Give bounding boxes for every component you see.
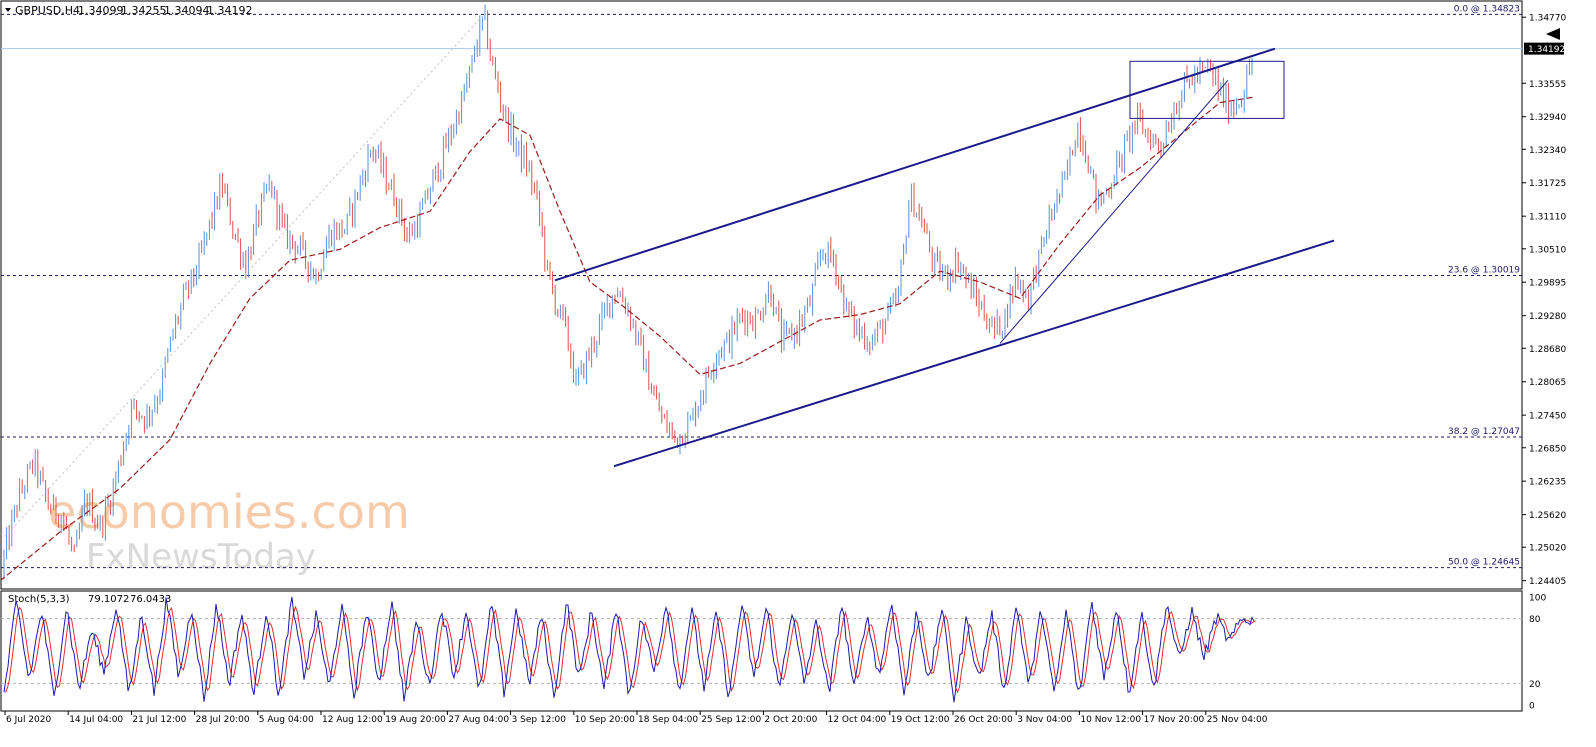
stoch-axis-label: 80 bbox=[1529, 615, 1541, 625]
ohlc-low: 1.34094 bbox=[164, 4, 210, 17]
fib-level-label: 0.0 @ 1.34823 bbox=[1454, 4, 1520, 14]
stoch-pane-frame bbox=[0, 590, 1523, 712]
y-tick-label: 1.28065 bbox=[1529, 378, 1566, 388]
y-tick-label: 1.28680 bbox=[1529, 345, 1566, 355]
stoch-header: Stoch(5,3,3) 79.1072 76.0433 bbox=[8, 594, 171, 605]
trend-line-rising-support[interactable] bbox=[999, 79, 1229, 344]
y-tick-label: 1.24405 bbox=[1529, 577, 1566, 587]
x-tick-label: 12 Aug 12:00 bbox=[322, 715, 383, 725]
fib-level-label: 38.2 @ 1.27047 bbox=[1448, 427, 1520, 437]
fib-level-label: 50.0 @ 1.24645 bbox=[1448, 558, 1520, 568]
stoch-name: Stoch(5,3,3) bbox=[8, 594, 70, 605]
stoch-axis-label: 0 bbox=[1529, 702, 1535, 712]
x-tick-label: 28 Jul 20:00 bbox=[196, 715, 250, 725]
x-tick-label: 19 Oct 12:00 bbox=[891, 715, 950, 725]
y-tick-label: 1.26235 bbox=[1529, 478, 1566, 488]
y-tick-label: 1.25620 bbox=[1529, 511, 1566, 521]
x-tick-label: 17 Nov 20:00 bbox=[1144, 715, 1205, 725]
x-tick-label: 3 Sep 12:00 bbox=[512, 715, 567, 725]
x-tick-label: 10 Sep 20:00 bbox=[575, 715, 635, 725]
y-tick-label: 1.25020 bbox=[1529, 544, 1566, 554]
consolidation-box[interactable] bbox=[1129, 60, 1285, 119]
watermark-line2: FxNewsToday bbox=[86, 537, 316, 577]
y-tick-label: 1.31110 bbox=[1529, 213, 1566, 223]
stoch-k-value: 79.1072 bbox=[88, 594, 129, 605]
stoch-lines bbox=[3, 596, 1256, 703]
trend-line-channel-lower[interactable] bbox=[613, 239, 1335, 468]
stoch-axis-label: 20 bbox=[1529, 680, 1541, 690]
trend-lines[interactable] bbox=[4, 14, 1335, 537]
x-tick-label: 26 Oct 20:00 bbox=[954, 715, 1013, 725]
y-tick-label: 1.26850 bbox=[1529, 444, 1566, 454]
y-tick-label: 1.32340 bbox=[1529, 146, 1566, 156]
time-axis[interactable]: 6 Jul 2020 14 Jul 04:00 21 Jul 12:00 28 Jul… bbox=[4, 711, 1268, 725]
chart-header: GBPUSD,H4 1.34099 1.34255 1.34094 1.3419… bbox=[5, 4, 253, 17]
trend-line-channel-upper[interactable] bbox=[554, 47, 1276, 282]
x-tick-label: 25 Sep 12:00 bbox=[701, 715, 761, 725]
stoch-axis: 100 80 20 0 bbox=[1529, 594, 1546, 712]
watermark: economies.com FxNewsToday bbox=[48, 485, 410, 577]
scroll-left-icon[interactable] bbox=[1546, 28, 1560, 40]
stoch-k-line bbox=[3, 596, 1255, 703]
x-tick-label: 18 Sep 04:00 bbox=[638, 715, 698, 725]
candles bbox=[3, 4, 1253, 579]
current-price-label: 1.34192 bbox=[1528, 45, 1565, 55]
price-axis[interactable]: 1.34770 1.33555 1.32940 1.32340 1.31725 1.311… bbox=[1522, 14, 1566, 587]
x-tick-label: 3 Nov 04:00 bbox=[1017, 715, 1072, 725]
y-tick-label: 1.29280 bbox=[1529, 312, 1566, 322]
current-price-marker bbox=[1524, 42, 1564, 55]
x-tick-label: 25 Nov 04:00 bbox=[1207, 715, 1268, 725]
trend-line-fib-guide[interactable] bbox=[4, 14, 485, 537]
x-tick-label: 10 Nov 12:00 bbox=[1080, 715, 1141, 725]
ohlc-high: 1.34255 bbox=[121, 4, 167, 17]
ohlc-open: 1.34099 bbox=[78, 4, 124, 17]
x-tick-label: 21 Jul 12:00 bbox=[132, 715, 186, 725]
y-tick-label: 1.33555 bbox=[1529, 80, 1566, 90]
x-tick-label: 12 Oct 04:00 bbox=[828, 715, 887, 725]
fibonacci-levels: 0.0 @ 1.34823 23.6 @ 1.30019 38.2 @ 1.2704… bbox=[1, 4, 1522, 569]
x-tick-label: 2 Oct 20:00 bbox=[764, 715, 817, 725]
y-tick-label: 1.34770 bbox=[1529, 14, 1566, 24]
stoch-levels bbox=[1, 618, 1522, 684]
stoch-d-value: 76.0433 bbox=[130, 594, 171, 605]
symbol-label: GBPUSD,H4 bbox=[15, 4, 80, 17]
watermark-line1: economies.com bbox=[48, 485, 410, 539]
triangle-down-icon bbox=[5, 8, 11, 12]
fib-level-label: 23.6 @ 1.30019 bbox=[1448, 265, 1520, 275]
x-tick-label: 27 Aug 04:00 bbox=[448, 715, 509, 725]
ohlc-close: 1.34192 bbox=[207, 4, 253, 17]
stoch-d-line bbox=[5, 605, 1256, 694]
y-tick-label: 1.31725 bbox=[1529, 179, 1566, 189]
y-tick-label: 1.27450 bbox=[1529, 412, 1566, 422]
stoch-axis-label: 100 bbox=[1529, 594, 1546, 604]
x-tick-label: 14 Jul 04:00 bbox=[69, 715, 123, 725]
x-tick-label: 19 Aug 20:00 bbox=[385, 715, 446, 725]
x-tick-label: 6 Jul 2020 bbox=[6, 715, 51, 725]
main-pane-frame bbox=[0, 0, 1523, 590]
y-tick-label: 1.32940 bbox=[1529, 113, 1566, 123]
y-tick-label: 1.29895 bbox=[1529, 279, 1566, 289]
y-tick-label: 1.30510 bbox=[1529, 245, 1566, 255]
x-tick-label: 5 Aug 04:00 bbox=[259, 715, 314, 725]
